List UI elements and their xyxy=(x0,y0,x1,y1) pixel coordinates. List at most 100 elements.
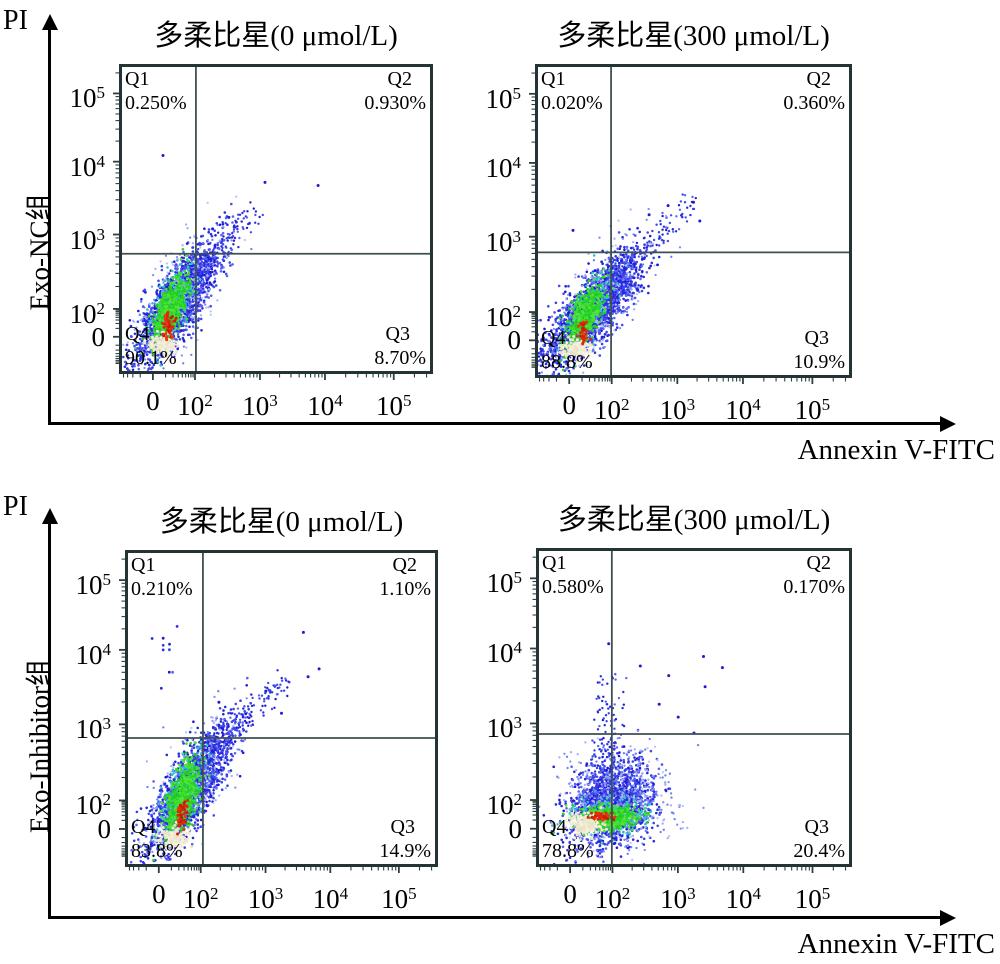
x-tick-label: 103 xyxy=(242,391,278,421)
quadrant-value: 0.170% xyxy=(783,576,845,598)
panel-title: 多柔比星(300 μmol/L) xyxy=(557,504,831,536)
y-tick-label: 105 xyxy=(75,570,112,601)
x-tick-label: 0 xyxy=(152,879,166,909)
y-tick-label: 0 xyxy=(507,325,522,356)
y-tick-label: 105 xyxy=(485,83,522,114)
quadrant-label: Q1 xyxy=(542,552,567,574)
x-tick-label: 105 xyxy=(376,391,412,421)
flow-panel-exo-inhibitor-dox300: 多柔比星(300 μmol/L) Q1 0.580% Q2 0.170% Q3 … xyxy=(487,504,852,914)
quadrant-value: 0.360% xyxy=(783,92,845,114)
quadrant-q2: Q2 0.930% xyxy=(364,67,426,115)
quadrant-q4: Q4 78.8% xyxy=(542,815,594,863)
x-tick-label: 103 xyxy=(247,884,284,914)
quadrant-label: Q2 xyxy=(806,68,831,90)
quadrant-value: 90.1% xyxy=(125,347,177,369)
quadrant-q4: Q4 83.8% xyxy=(131,815,183,863)
x-tick-label: 102 xyxy=(593,395,630,425)
y-tick-label: 105 xyxy=(486,568,523,599)
quadrant-value: 78.8% xyxy=(542,840,594,862)
y-axis-line-top xyxy=(48,28,51,424)
y-tick-label: 102 xyxy=(485,302,522,333)
quadrant-value: 1.10% xyxy=(379,578,431,600)
scatter-plot xyxy=(529,64,852,384)
y-axis-title-top: PI xyxy=(3,5,28,36)
quadrant-q3: Q3 10.9% xyxy=(793,326,845,374)
quadrant-q2: Q2 0.170% xyxy=(783,551,845,599)
y-tick-label: 0 xyxy=(91,321,106,352)
y-tick-label: 102 xyxy=(75,790,112,821)
quadrant-label: Q4 xyxy=(542,816,567,838)
panel-title: 多柔比星(0 μmol/L) xyxy=(154,20,398,52)
quadrant-value: 0.250% xyxy=(125,92,187,114)
x-tick-label: 104 xyxy=(725,395,761,425)
quadrant-value: 8.70% xyxy=(374,347,426,369)
quadrant-label: Q3 xyxy=(390,816,415,838)
quadrant-value: 14.9% xyxy=(379,840,431,862)
y-tick-label: 0 xyxy=(97,813,112,844)
quadrant-q1: Q1 0.250% xyxy=(125,67,187,115)
x-tick-label: 105 xyxy=(794,884,831,914)
quadrant-value: 88.8% xyxy=(541,351,593,373)
y-axis-line-bottom xyxy=(48,522,51,918)
scatter-plot xyxy=(119,550,438,873)
y-tick-label: 103 xyxy=(486,713,523,744)
quadrant-label: Q3 xyxy=(385,323,410,345)
y-tick-label: 0 xyxy=(508,813,523,844)
x-tick-label: 103 xyxy=(659,395,696,425)
x-tick-label: 0 xyxy=(146,386,160,416)
quadrant-label: Q3 xyxy=(804,816,829,838)
quadrant-label: Q2 xyxy=(392,554,417,576)
x-tick-label: 104 xyxy=(725,884,762,914)
y-tick-label: 103 xyxy=(69,224,106,255)
y-tick-label: 103 xyxy=(75,714,112,745)
quadrant-label: Q1 xyxy=(131,554,156,576)
quadrant-q4: Q4 90.1% xyxy=(125,322,177,370)
x-axis-title-bottom: Annexin V-FITC xyxy=(797,928,995,960)
scatter-plot xyxy=(113,64,433,380)
flow-panel-exo-nc-dox300: 多柔比星(300 μmol/L) Q1 0.020% Q2 0.360% Q3 … xyxy=(486,20,852,425)
x-tick-label: 102 xyxy=(177,391,213,421)
panel-title: 多柔比星(300 μmol/L) xyxy=(557,20,830,52)
quadrant-value: 0.580% xyxy=(542,576,604,598)
y-axis-arrowhead-icon xyxy=(41,14,58,30)
quadrant-label: Q2 xyxy=(387,68,412,90)
quadrant-value: 0.210% xyxy=(131,578,193,600)
quadrant-label: Q2 xyxy=(806,552,831,574)
x-tick-label: 102 xyxy=(594,884,631,914)
quadrant-q4: Q4 88.8% xyxy=(541,326,593,374)
quadrant-label: Q1 xyxy=(541,68,566,90)
x-tick-label: 104 xyxy=(307,391,343,421)
y-tick-label: 104 xyxy=(69,151,106,182)
y-tick-label: 105 xyxy=(69,83,106,114)
quadrant-q2: Q2 0.360% xyxy=(783,67,845,115)
y-tick-label: 104 xyxy=(485,152,522,183)
x-axis-arrowhead-icon xyxy=(940,909,956,926)
quadrant-value: 0.930% xyxy=(364,92,426,114)
quadrant-q1: Q1 0.020% xyxy=(541,67,603,115)
y-tick-label: 104 xyxy=(486,638,523,669)
quadrant-q3: Q3 8.70% xyxy=(374,322,426,370)
quadrant-label: Q1 xyxy=(125,68,150,90)
x-tick-label: 105 xyxy=(381,884,417,914)
x-axis-title-top: Annexin V-FITC xyxy=(797,434,995,466)
quadrant-label: Q4 xyxy=(125,323,150,345)
quadrant-label: Q4 xyxy=(541,327,566,349)
x-axis-line-bottom xyxy=(48,916,942,919)
y-axis-title-bottom: PI xyxy=(3,491,28,522)
y-tick-label: 103 xyxy=(485,226,522,257)
x-tick-label: 102 xyxy=(182,884,219,914)
quadrant-value: 83.8% xyxy=(131,840,183,862)
flow-panel-exo-nc-dox0: 多柔比星(0 μmol/L) Q1 0.250% Q2 0.930% Q3 8.… xyxy=(70,20,433,421)
quadrant-q2: Q2 1.10% xyxy=(379,553,431,601)
panel-title: 多柔比星(0 μmol/L) xyxy=(159,506,404,538)
scatter-plot xyxy=(530,548,852,873)
y-tick-label: 102 xyxy=(69,298,106,329)
quadrant-label: Q3 xyxy=(804,327,829,349)
quadrant-value: 10.9% xyxy=(793,351,845,373)
x-tick-label: 105 xyxy=(794,395,831,425)
x-tick-label: 0 xyxy=(563,879,577,909)
quadrant-q1: Q1 0.210% xyxy=(131,553,193,601)
y-tick-label: 104 xyxy=(75,639,112,670)
y-axis-arrowhead-icon xyxy=(41,508,58,524)
